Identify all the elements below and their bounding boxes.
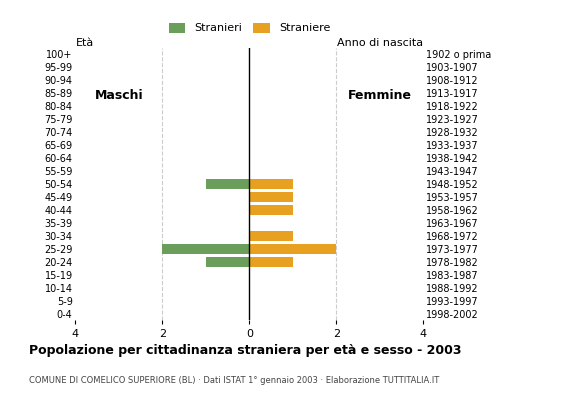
Text: COMUNE DI COMELICO SUPERIORE (BL) · Dati ISTAT 1° gennaio 2003 · Elaborazione TU: COMUNE DI COMELICO SUPERIORE (BL) · Dati… [29,376,439,385]
Bar [249,257,293,266]
Text: Anno di nascita: Anno di nascita [338,38,423,48]
Text: Femmine: Femmine [348,90,412,102]
Bar [206,179,249,189]
Bar [206,257,249,266]
Bar [249,192,293,202]
Bar [249,231,293,241]
Text: Età: Età [75,38,93,48]
Bar [249,244,336,254]
Bar [249,179,293,189]
Bar [249,205,293,215]
Bar [162,244,249,254]
Text: Popolazione per cittadinanza straniera per età e sesso - 2003: Popolazione per cittadinanza straniera p… [29,344,462,357]
Legend: Stranieri, Straniere: Stranieri, Straniere [164,18,335,38]
Text: Maschi: Maschi [95,90,143,102]
